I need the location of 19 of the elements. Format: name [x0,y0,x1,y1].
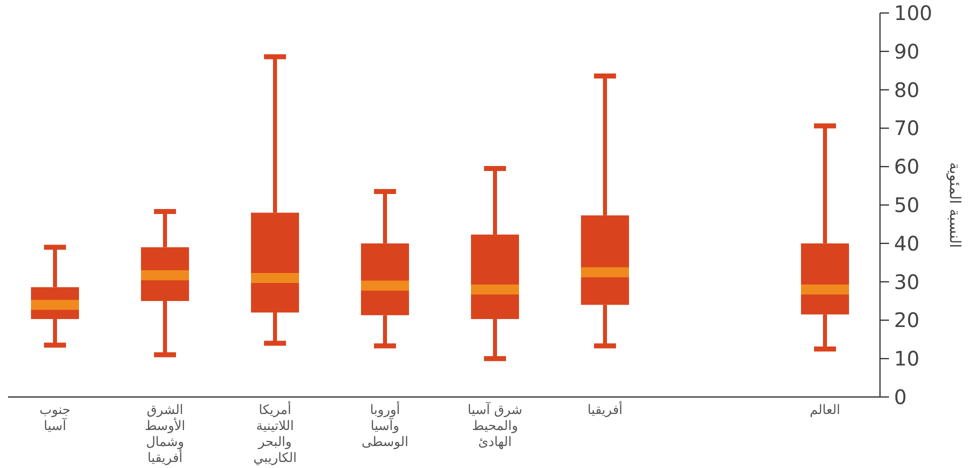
y-tick-label: 40 [894,231,920,256]
y-tick-label: 10 [894,346,920,371]
x-tick-label: أوروبا وآسيا الوسطى [362,401,408,450]
y-tick-label: 100 [894,1,932,25]
y-tick-label: 60 [894,154,920,179]
y-tick-label: 0 [894,385,907,409]
y-tick-label: 50 [894,193,920,217]
y-axis-title: النسبة المئوية [946,162,964,248]
x-tick-label: العالم [810,403,840,418]
y-tick-label: 80 [894,78,920,102]
y-tick-label: 30 [894,270,920,294]
x-tick-label: جنوب آسيا [40,403,70,434]
y-tick-label: 90 [894,39,920,64]
y-tick-label: 70 [894,116,920,140]
x-tick-label: أمريكا اللاتينية والبحر الكاريبي [253,401,297,466]
x-tick-label: الشرق الأوسط وشمال أفريقيا [144,403,186,466]
y-tick-label: 20 [894,308,920,332]
x-tick-label: أفريقيا [587,401,623,418]
x-tick-label: شرق آسيا والمحيط الهادئ [468,401,522,450]
